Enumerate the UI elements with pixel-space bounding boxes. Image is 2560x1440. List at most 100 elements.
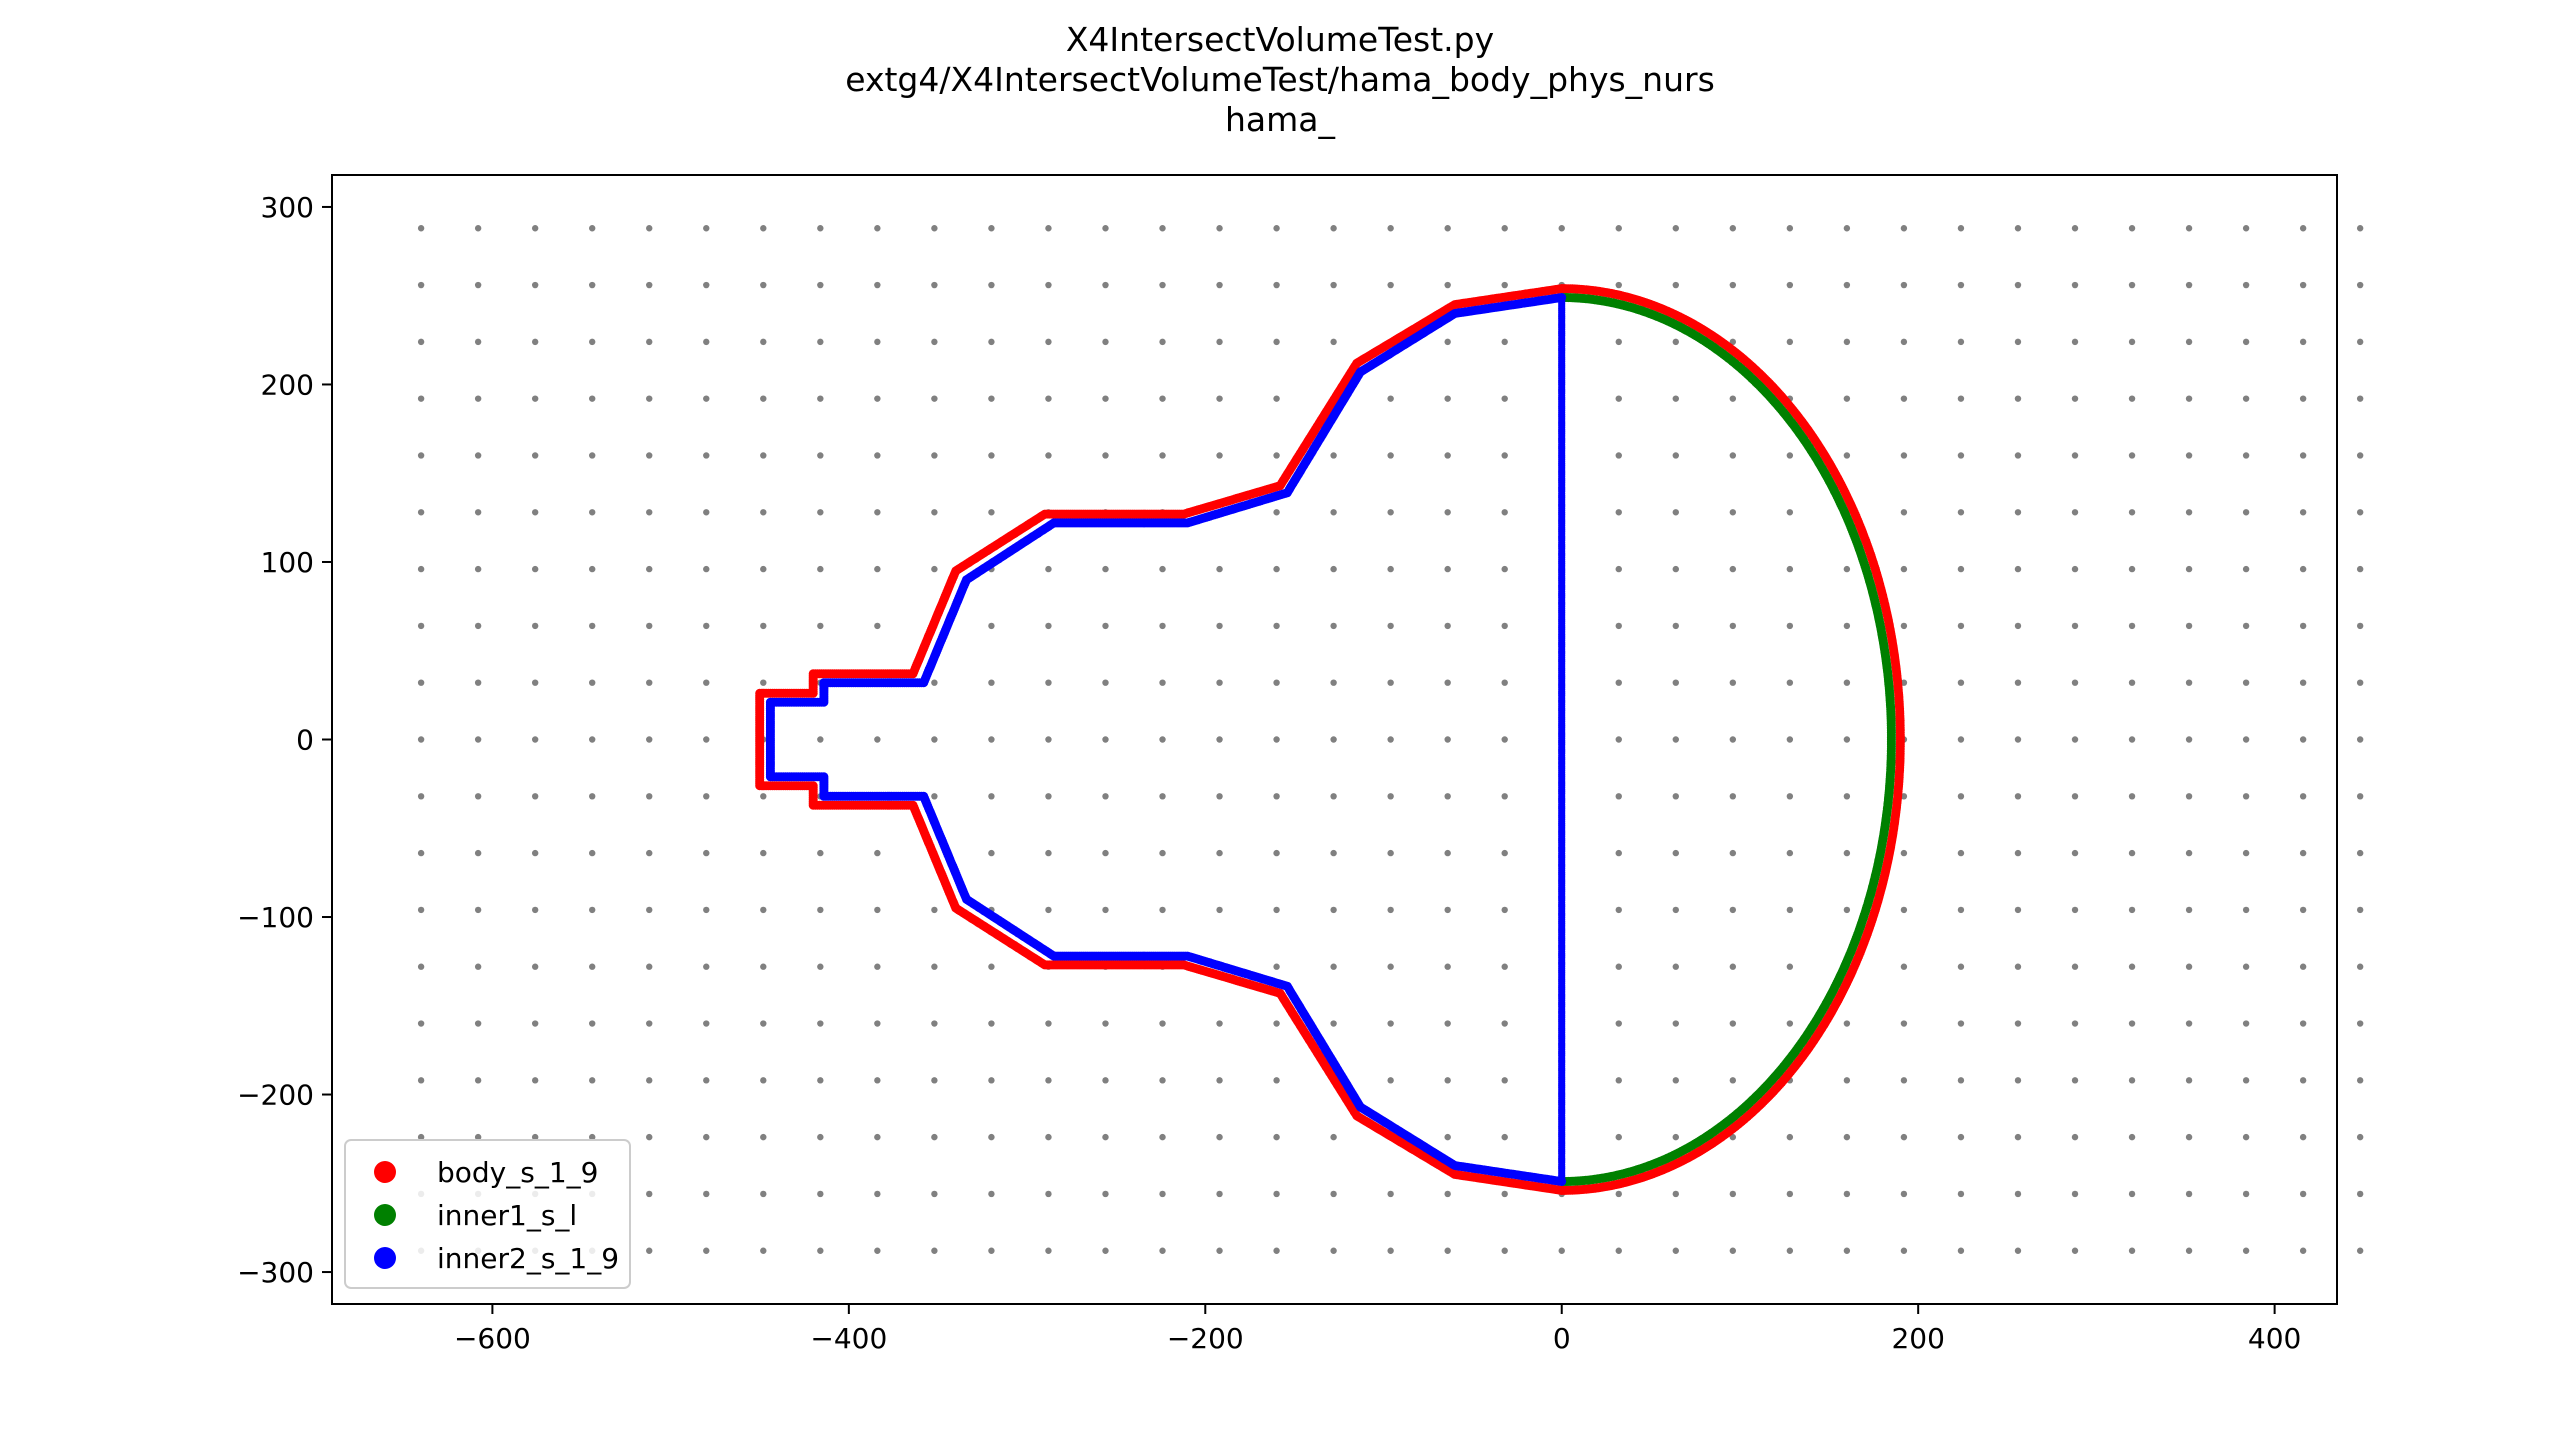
grid-point <box>1615 679 1622 686</box>
grid-point <box>2071 1077 2079 1084</box>
grid-point <box>1957 1190 1965 1198</box>
grid-point <box>2299 509 2307 516</box>
grid-point <box>817 1247 824 1254</box>
grid-point <box>1330 225 1337 232</box>
grid-point <box>2128 395 2136 402</box>
grid-point <box>2014 281 2022 289</box>
grid-point <box>1159 1190 1166 1198</box>
grid-point <box>646 736 653 743</box>
grid-point <box>1900 509 1908 516</box>
grid-point <box>2242 963 2250 970</box>
grid-point <box>2128 338 2136 346</box>
grid-point <box>1216 736 1223 743</box>
grid-point <box>417 679 425 686</box>
grid-point <box>1444 338 1451 346</box>
grid-point <box>417 849 425 857</box>
grid-point <box>874 509 881 516</box>
grid-point <box>1216 622 1223 630</box>
grid-point <box>1102 793 1109 800</box>
grid-point <box>1102 281 1109 289</box>
grid-point <box>1615 736 1622 743</box>
grid-point <box>1501 963 1508 970</box>
grid-point <box>817 1020 824 1027</box>
grid-point <box>1102 906 1109 914</box>
grid-point <box>1900 1190 1908 1198</box>
grid-point <box>2014 338 2022 346</box>
grid-point <box>1159 906 1166 914</box>
grid-point <box>589 338 596 346</box>
grid-point <box>589 225 596 232</box>
grid-point <box>2242 395 2250 402</box>
grid-point <box>1444 622 1451 630</box>
grid-point <box>2071 395 2079 402</box>
grid-point <box>2014 565 2022 573</box>
grid-point <box>1444 1133 1451 1141</box>
grid-point <box>1216 1133 1223 1141</box>
grid-point <box>1273 1077 1280 1084</box>
grid-point <box>1045 225 1052 232</box>
grid-point <box>2299 1020 2307 1027</box>
grid-point <box>1102 565 1109 573</box>
grid-point <box>1216 906 1223 914</box>
grid-point <box>931 906 938 914</box>
grid-point <box>988 736 995 743</box>
grid-point <box>988 849 995 857</box>
grid-point <box>474 1077 482 1084</box>
grid-point <box>2242 679 2250 686</box>
legend: body_s_1_9 inner1_s_l inner2_s_1_9 <box>344 1139 631 1289</box>
grid-point <box>1786 452 1794 459</box>
grid-point <box>1615 281 1622 289</box>
grid-point <box>2356 679 2364 686</box>
grid-point <box>2185 281 2193 289</box>
legend-label-body_s_1_9: body_s_1_9 <box>437 1156 598 1189</box>
grid-point <box>2071 849 2079 857</box>
grid-point <box>1957 281 1965 289</box>
grid-point <box>531 1020 539 1027</box>
grid-point <box>474 1020 482 1027</box>
grid-point <box>417 736 425 743</box>
grid-point <box>703 622 710 630</box>
grid-point <box>760 509 767 516</box>
grid-point <box>1102 1190 1109 1198</box>
grid-point <box>1501 452 1508 459</box>
grid-point <box>417 452 425 459</box>
grid-point <box>1102 1077 1109 1084</box>
grid-point <box>1501 736 1508 743</box>
grid-point <box>2185 225 2193 232</box>
grid-point <box>1786 622 1794 630</box>
grid-point <box>1672 736 1679 743</box>
grid-point <box>1273 736 1280 743</box>
grid-point <box>2299 281 2307 289</box>
grid-point <box>589 395 596 402</box>
grid-point <box>931 1247 938 1254</box>
grid-point <box>646 509 653 516</box>
grid-point <box>874 906 881 914</box>
grid-point <box>931 1077 938 1084</box>
grid-point <box>2014 679 2022 686</box>
grid-point <box>2299 1190 2307 1198</box>
grid-point <box>1900 565 1908 573</box>
grid-point <box>760 1247 767 1254</box>
grid-point <box>703 736 710 743</box>
grid-point <box>2356 963 2364 970</box>
grid-point <box>817 395 824 402</box>
grid-point <box>2014 225 2022 232</box>
x-tick-label: 0 <box>1553 1322 1571 1355</box>
grid-point <box>2242 1133 2250 1141</box>
grid-point <box>1330 736 1337 743</box>
grid-point <box>1501 338 1508 346</box>
grid-point <box>474 906 482 914</box>
grid-point <box>1729 452 1737 459</box>
inner2_s_1_9-point <box>1558 293 1566 302</box>
grid-point <box>1444 793 1451 800</box>
grid-point <box>931 452 938 459</box>
grid-point <box>1216 395 1223 402</box>
grid-point <box>703 395 710 402</box>
grid-point <box>474 793 482 800</box>
grid-point <box>646 1133 653 1141</box>
grid-point <box>2185 963 2193 970</box>
grid-point <box>2185 565 2193 573</box>
grid-point <box>2128 679 2136 686</box>
grid-point <box>1786 338 1794 346</box>
grid-point <box>646 793 653 800</box>
